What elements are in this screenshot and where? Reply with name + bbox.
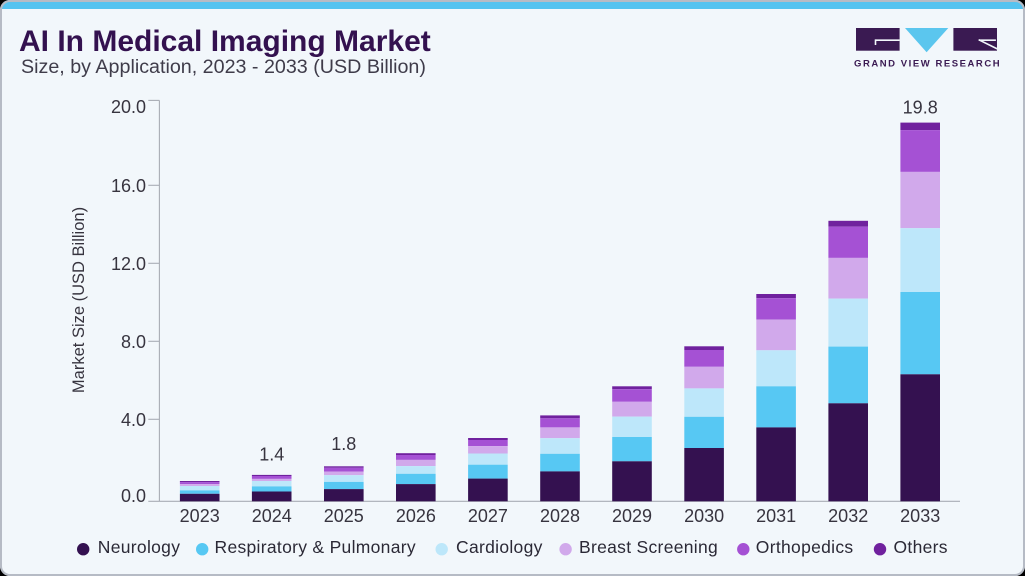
svg-text:2028: 2028 — [540, 506, 580, 526]
svg-text:8.0: 8.0 — [121, 332, 146, 352]
svg-text:2029: 2029 — [612, 506, 652, 526]
svg-text:2030: 2030 — [684, 506, 724, 526]
svg-text:Neurology: Neurology — [98, 537, 180, 557]
svg-text:2031: 2031 — [756, 506, 796, 526]
svg-text:2027: 2027 — [468, 506, 508, 526]
svg-text:2025: 2025 — [324, 506, 364, 526]
svg-text:1.4: 1.4 — [259, 444, 284, 464]
svg-text:Others: Others — [894, 537, 948, 557]
svg-text:1.8: 1.8 — [331, 434, 356, 454]
svg-text:19.8: 19.8 — [903, 98, 938, 118]
svg-text:Respiratory & Pulmonary: Respiratory & Pulmonary — [215, 537, 416, 557]
svg-text:2023: 2023 — [180, 506, 220, 526]
svg-text:16.0: 16.0 — [111, 176, 146, 196]
svg-text:2024: 2024 — [252, 506, 292, 526]
svg-text:20.0: 20.0 — [111, 97, 146, 117]
svg-text:Market Size (USD Billion): Market Size (USD Billion) — [70, 207, 88, 393]
svg-text:Breast Screening: Breast Screening — [579, 537, 718, 557]
svg-text:GRAND VIEW RESEARCH: GRAND VIEW RESEARCH — [854, 59, 1001, 70]
svg-text:Cardiology: Cardiology — [456, 537, 543, 557]
svg-text:12.0: 12.0 — [111, 254, 146, 274]
svg-text:4.0: 4.0 — [121, 410, 146, 430]
svg-text:2032: 2032 — [828, 506, 868, 526]
svg-text:Orthopedics: Orthopedics — [756, 537, 854, 557]
svg-text:2026: 2026 — [396, 506, 436, 526]
svg-text:0.0: 0.0 — [121, 486, 146, 506]
svg-text:2033: 2033 — [900, 506, 940, 526]
